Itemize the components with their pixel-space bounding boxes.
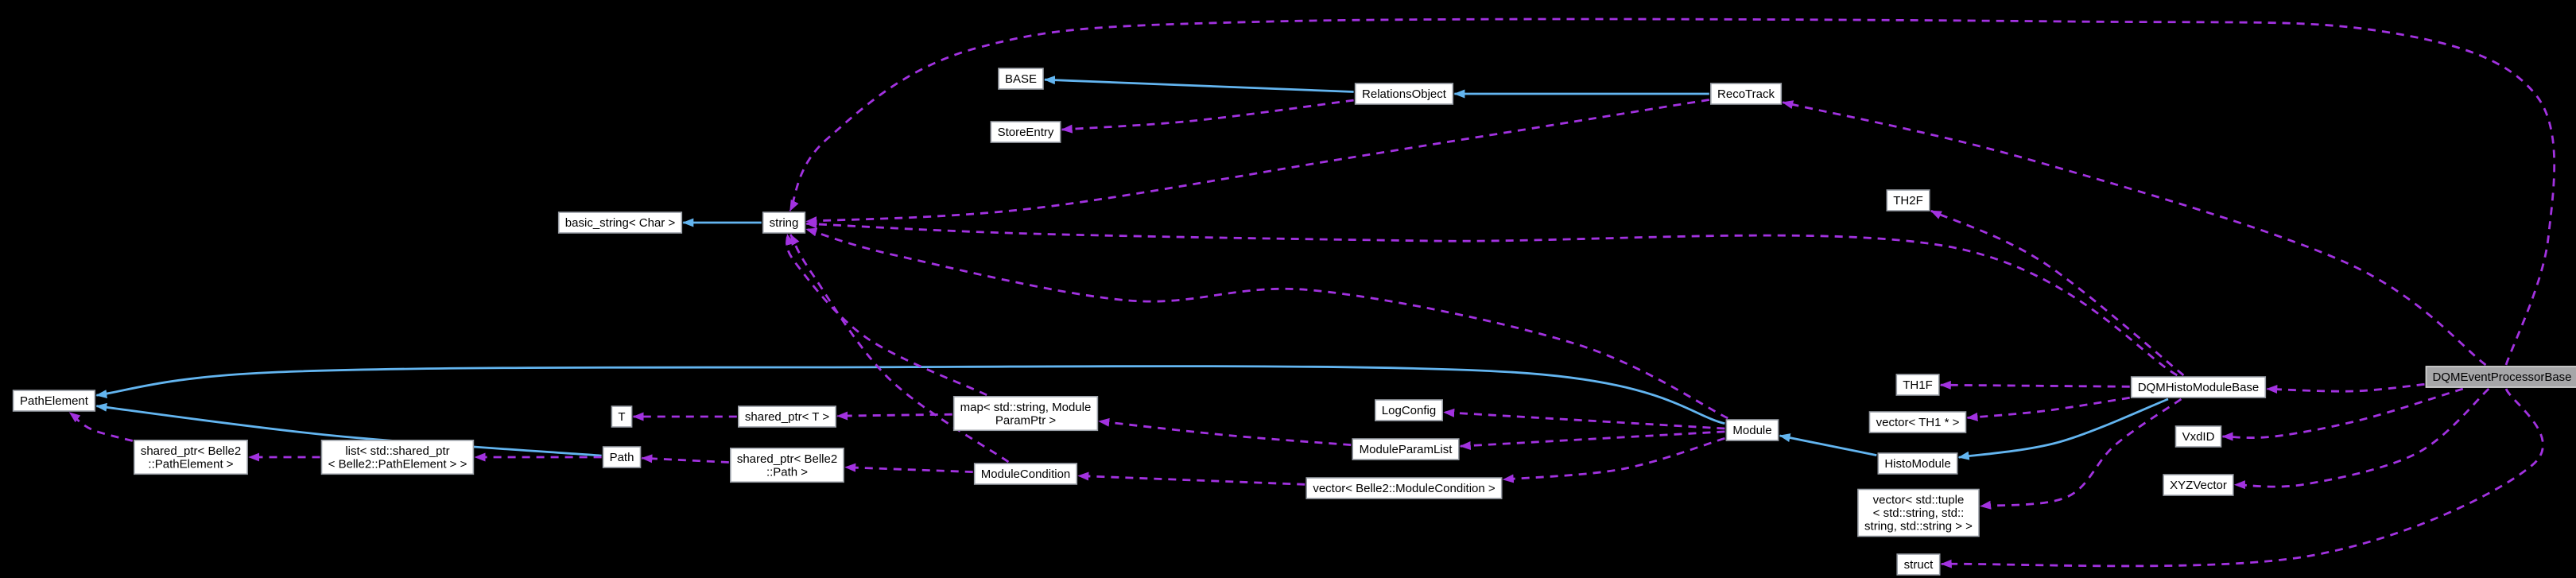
- node-label: vector< TH1 * >: [1876, 416, 1960, 429]
- edge-module-module_param_list: [1459, 430, 1725, 450]
- edge-dqm_histo_module_base-histo_module: [1957, 398, 2169, 460]
- edge-dqm_histo_module_base-vec_th1: [1966, 396, 2130, 421]
- node-list_sp_pe[interactable]: list< std::shared_ptr < Belle2::PathEleme…: [320, 439, 475, 475]
- node-label: shared_ptr< T >: [745, 410, 829, 424]
- node-label: vector< std::tuple < std::string, std:: st…: [1864, 494, 1973, 533]
- edge-module_condition-sp_belle2_path: [844, 463, 973, 473]
- node-label: map< std::string, Module ParamPtr >: [960, 401, 1092, 428]
- node-th1f[interactable]: TH1F: [1895, 374, 1940, 396]
- edge-map_param-sp_t: [836, 411, 952, 421]
- edge-relations_object-store_entry: [1061, 99, 1354, 134]
- node-vxd_id[interactable]: VxdID: [2174, 425, 2222, 448]
- node-base[interactable]: BASE: [998, 68, 1044, 90]
- edge-module_param_list-map_param: [1098, 417, 1352, 446]
- node-dqm_histo_module_base[interactable]: DQMHistoModuleBase: [2130, 376, 2267, 398]
- edge-dqm_event_processor_base-string: [789, 17, 2556, 366]
- node-label: struct: [1904, 558, 1934, 572]
- edge-map_param-string: [786, 234, 987, 397]
- edge-module-path_element: [95, 365, 1725, 425]
- node-label: DQMEventProcessorBase: [2432, 370, 2571, 384]
- node-module[interactable]: Module: [1725, 419, 1779, 441]
- edge-dqm_event_processor_base-dqm_histo_module_base: [2266, 383, 2425, 394]
- edge-dqm_histo_module_base-th1f: [1939, 380, 2130, 390]
- node-label: BASE: [1005, 72, 1037, 86]
- node-path[interactable]: Path: [602, 446, 642, 468]
- node-label: PathElement: [20, 394, 89, 408]
- node-label: RecoTrack: [1717, 87, 1775, 101]
- node-module_param_list[interactable]: ModuleParamList: [1352, 438, 1460, 460]
- node-label: vector< Belle2::ModuleCondition >: [1313, 482, 1496, 495]
- node-vec_th1[interactable]: vector< TH1 * >: [1868, 411, 1967, 433]
- node-basic_string[interactable]: basic_string< Char >: [557, 211, 683, 234]
- node-label: RelationsObject: [1362, 87, 1447, 101]
- edge-dqm_event_processor_base-vxd_id: [2221, 387, 2464, 441]
- node-label: StoreEntry: [998, 126, 1054, 139]
- edge-dqm_event_processor_base-reco_track: [1782, 100, 2487, 367]
- node-label: Path: [610, 451, 634, 464]
- node-vec_tuple[interactable]: vector< std::tuple < std::string, std:: st…: [1857, 488, 1980, 537]
- edge-relations_object-base: [1044, 76, 1354, 93]
- node-label: TH1F: [1903, 378, 1933, 392]
- node-log_config[interactable]: LogConfig: [1375, 399, 1444, 421]
- edge-module-vec_module_condition: [1502, 436, 1725, 483]
- node-map_param[interactable]: map< std::string, Module ParamPtr >: [952, 395, 1099, 432]
- node-sp_t[interactable]: shared_ptr< T >: [737, 405, 836, 428]
- edge-sp_path_element-path_element: [68, 411, 134, 442]
- node-relations_object[interactable]: RelationsObject: [1354, 83, 1454, 105]
- node-xyz_vector[interactable]: XYZVector: [2163, 474, 2234, 496]
- node-sp_belle2_path[interactable]: shared_ptr< Belle2::Path >: [729, 447, 844, 483]
- node-label: HistoModule: [1884, 457, 1950, 471]
- node-sp_path_element[interactable]: shared_ptr< Belle2::PathElement >: [134, 439, 248, 475]
- node-label: shared_ptr< Belle2::PathElement >: [141, 444, 241, 471]
- node-vec_module_condition[interactable]: vector< Belle2::ModuleCondition >: [1305, 477, 1503, 499]
- node-label: basic_string< Char >: [565, 216, 676, 230]
- edge-path-path_element: [95, 402, 602, 457]
- node-label: list< std::shared_ptr < Belle2::PathEleme…: [328, 444, 467, 471]
- edge-dqm_event_processor_base-xyz_vector: [2233, 387, 2490, 490]
- node-label: XYZVector: [2170, 479, 2227, 492]
- node-store_entry[interactable]: StoreEntry: [990, 121, 1061, 143]
- node-th2f[interactable]: TH2F: [1886, 189, 1930, 211]
- node-label: Module: [1732, 424, 1771, 437]
- node-label: T: [618, 410, 625, 424]
- node-t_node[interactable]: T: [611, 405, 633, 428]
- edge-sp_belle2_path-path: [641, 454, 729, 464]
- edges-layer: [68, 17, 2556, 568]
- node-label: VxdID: [2182, 430, 2215, 444]
- edge-dqm_histo_module_base-vec_tuple: [1980, 398, 2182, 510]
- node-label: LogConfig: [1382, 404, 1436, 417]
- nodes-layer: BASE RelationsObject RecoTrack StoreEntry ba…: [12, 68, 2576, 576]
- node-struct_node[interactable]: struct: [1896, 553, 1941, 576]
- edge-dqm_histo_module_base-th2f: [1930, 209, 2185, 377]
- node-dqm_event_processor_base[interactable]: DQMEventProcessorBase: [2425, 366, 2576, 388]
- node-label: shared_ptr< Belle2::Path >: [737, 452, 837, 479]
- edge-module-log_config: [1443, 408, 1725, 430]
- edge-dqm_histo_module_base-string: [805, 219, 2178, 377]
- edge-dqm_event_processor_base-struct_node: [1940, 388, 2544, 568]
- node-label: DQMHistoModuleBase: [2138, 381, 2260, 394]
- node-label: TH2F: [1893, 194, 1923, 208]
- edge-vec_module_condition-module_condition: [1077, 471, 1305, 486]
- node-histo_module[interactable]: HistoModule: [1877, 452, 1958, 475]
- node-label: string: [770, 216, 799, 230]
- node-module_condition[interactable]: ModuleCondition: [973, 463, 1078, 485]
- edge-module-string: [805, 227, 1728, 420]
- edge-reco_track-string: [805, 99, 1710, 226]
- node-reco_track[interactable]: RecoTrack: [1710, 83, 1783, 105]
- node-string[interactable]: string: [762, 211, 806, 234]
- node-label: ModuleCondition: [981, 467, 1071, 481]
- node-path_element[interactable]: PathElement: [12, 390, 96, 412]
- node-label: ModuleParamList: [1360, 443, 1453, 456]
- edge-histo_module-module: [1779, 433, 1877, 456]
